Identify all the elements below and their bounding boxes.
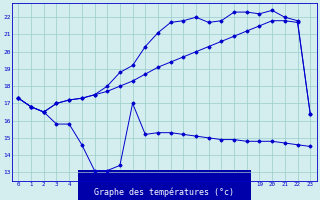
X-axis label: Graphe des températures (°c): Graphe des températures (°c) (94, 187, 234, 197)
